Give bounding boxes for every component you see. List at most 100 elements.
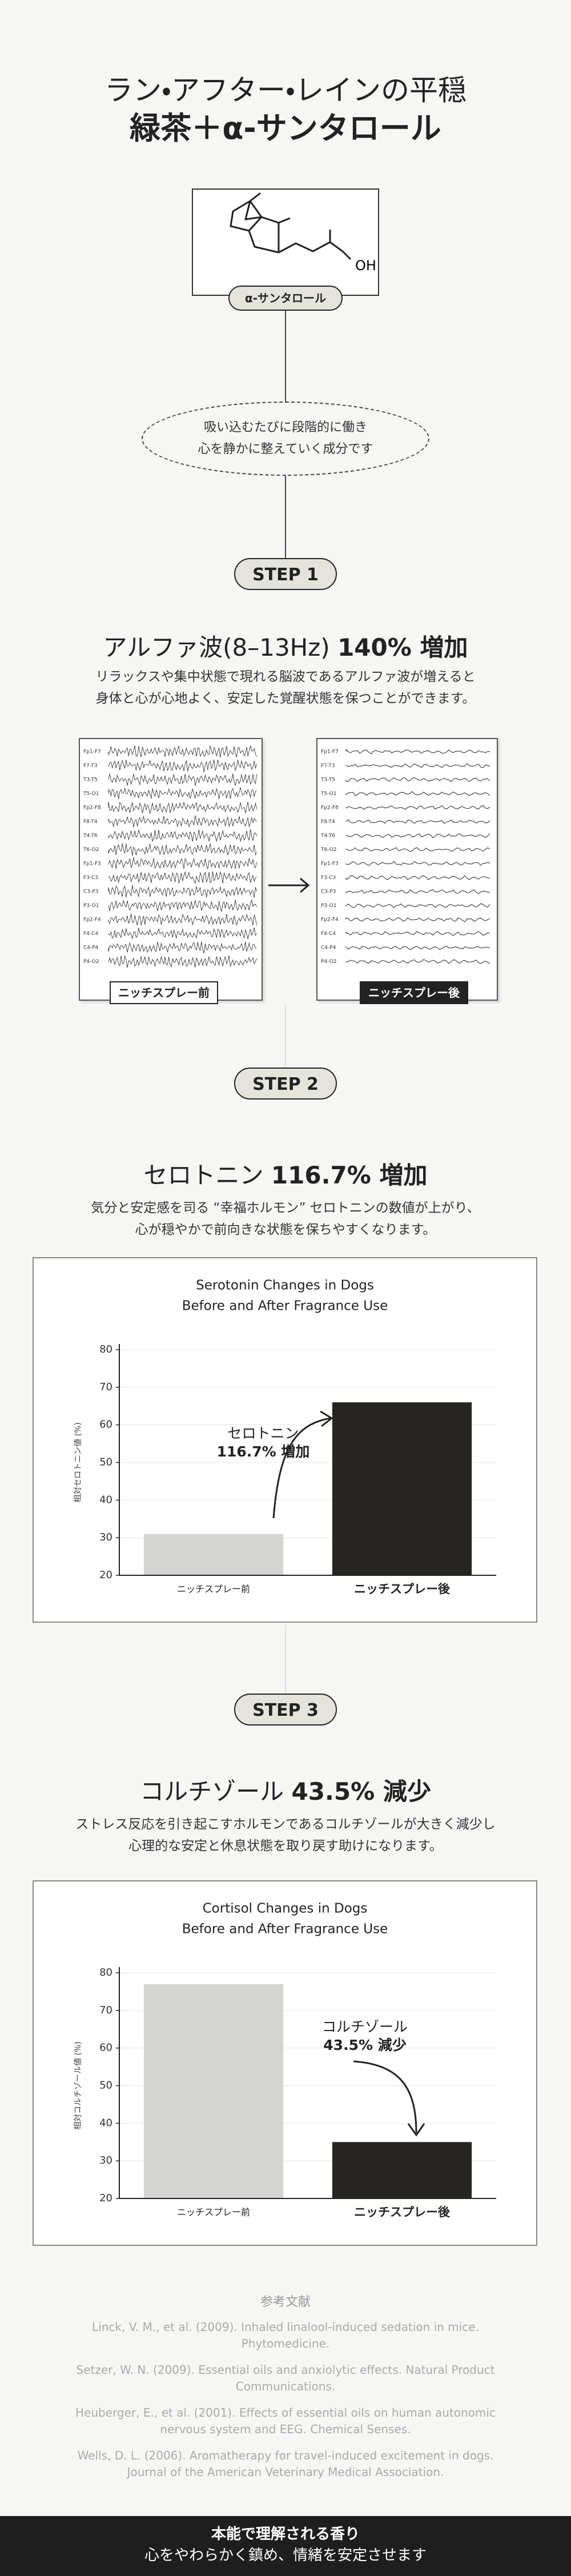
channel-label: Fp1-F3 <box>83 861 101 867</box>
desc-line: 気分と安定感を司る “幸福ホルモン” セロトニンの数値が上がり、 <box>91 1201 480 1215</box>
chain <box>278 230 352 260</box>
channel-label: T6-O2 <box>320 847 337 853</box>
y-tick-label: 60 <box>99 2042 112 2054</box>
channel-label: F4-C4 <box>321 931 336 937</box>
section-heading: コルチゾール 43.5% 減少 <box>0 1772 571 1807</box>
y-tick-label: 60 <box>99 1419 112 1431</box>
reference-line: Phytomedicine. <box>241 2337 330 2350</box>
note-ellipse <box>142 402 429 476</box>
section-desc: 気分と安定感を司る “幸福ホルモン” セロトニンの数値が上がり、 心が穏やかで前… <box>0 1197 571 1241</box>
hydroxyl: OH <box>355 258 376 274</box>
reference-line: Journal of the American Veterinary Medic… <box>127 2465 444 2479</box>
eeg-trace <box>108 815 257 828</box>
references-title: 参考文献 <box>260 2295 311 2309</box>
channel-label: Fp1-F3 <box>321 861 339 867</box>
eeg-trace <box>345 945 490 950</box>
reference: Linck, V. M., et al. (2009). Inhaled lin… <box>0 2319 571 2352</box>
eeg-trace <box>345 805 490 810</box>
channel-label: P4-O2 <box>321 959 336 965</box>
y-axis-label: 相対セロトニン値 (%) <box>74 1422 83 1503</box>
chart-title: Before and After Fragrance Use <box>182 1299 388 1314</box>
channel-label: F8-T4 <box>83 819 98 825</box>
step-pill: STEP 3 <box>234 1694 337 1726</box>
arrow-path <box>268 877 310 893</box>
heading-text: セロトニン <box>143 1161 264 1189</box>
channel-label: Fp2-F8 <box>83 805 101 811</box>
eeg-trace <box>345 763 490 768</box>
channel-label: P3-O1 <box>83 903 99 909</box>
channel-label: Fp2-F4 <box>83 917 101 923</box>
heading-highlight: 140% 増加 <box>337 633 468 661</box>
eeg-plot: Fp1-F7 F7-T3 T3-T5 T5-O1 Fp2-F8 F8-T4 T4-T6 T6-… <box>320 749 490 965</box>
desc-line: 心理的な安定と休息状態を取り戻す助けになります。 <box>128 1839 443 1853</box>
eeg-trace <box>108 900 257 912</box>
x-tick-label: ニッチスプレー後 <box>354 1582 451 1596</box>
eeg-trace <box>108 773 257 786</box>
channel-label: T5-O1 <box>83 791 99 797</box>
y-tick-label: 40 <box>99 2117 112 2129</box>
y-axis-label: 相対コルチゾール値 (%) <box>74 2041 83 2130</box>
molecule-note: 吸い込むたびに段階的に働き 心を静かに整えていく成分です <box>0 417 571 460</box>
eeg-trace <box>345 875 490 880</box>
bar <box>332 2142 472 2198</box>
eeg-trace <box>108 885 257 898</box>
channel-label: C4-P4 <box>321 945 336 951</box>
channel-label: C3-P3 <box>321 889 336 895</box>
eeg-trace <box>108 857 257 869</box>
tag-after: ニッチスプレー後 <box>360 981 468 1004</box>
eeg-trace <box>108 955 257 968</box>
bar <box>143 1534 284 1575</box>
eeg-trace <box>108 801 257 814</box>
x-tick-label: ニッチスプレー後 <box>354 2205 451 2219</box>
reference: Setzer, W. N. (2009). Essential oils and… <box>0 2362 571 2395</box>
note-line: 吸い込むたびに段階的に働き <box>203 420 367 435</box>
footer: 本能で理解される香り 心をやわらかく鎮め、情緒を安定させます <box>0 2516 571 2576</box>
bar <box>332 1402 472 1575</box>
eeg-trace <box>345 959 490 964</box>
y-tick-label: 80 <box>99 1967 112 1979</box>
channel-label: F7-T3 <box>83 763 98 769</box>
eeg-trace <box>345 819 490 824</box>
y-tick-label: 30 <box>99 1531 112 1543</box>
faint-connector <box>285 1005 286 1068</box>
faint-connector <box>285 1625 286 1694</box>
channel-label: T4-T6 <box>320 833 335 839</box>
step-pill: STEP 2 <box>234 1068 337 1100</box>
eeg-plot: Fp1-F7 F7-T3 T3-T5 T5-O1 Fp2-F8 F8-T4 T4-T6 T6-… <box>83 745 257 968</box>
heading-text: アルファ波(8–13Hz) <box>103 633 330 661</box>
chart-card: Serotonin Changes in Dogs Before and Afte… <box>33 1257 537 1623</box>
bar <box>143 1984 284 2198</box>
channel-label: F3-C3 <box>321 875 336 881</box>
x-tick-label: ニッチスプレー前 <box>177 2207 250 2218</box>
reference-line: Wells, D. L. (2006). Aromatherapy for tr… <box>77 2449 494 2462</box>
y-tick-label: 20 <box>99 1569 112 1581</box>
channel-label: T6-O2 <box>83 847 99 853</box>
reference-line: nervous system and EEG. Chemical Senses. <box>160 2422 411 2436</box>
reference: Heuberger, E., et al. (2001). Effects of… <box>0 2405 571 2438</box>
desc-line: 心が穏やかで前向きな状態を保ちやすくなります。 <box>135 1222 436 1237</box>
tag-before: ニッチスプレー前 <box>110 981 218 1004</box>
channel-label: Fp1-F7 <box>321 749 339 755</box>
eeg-trace <box>345 917 490 922</box>
eeg-trace <box>345 833 490 838</box>
y-tick-label: 40 <box>99 1494 112 1506</box>
eeg-trace <box>108 787 257 800</box>
section-heading: セロトニン 116.7% 増加 <box>0 1156 571 1191</box>
eeg-trace <box>108 871 257 884</box>
eeg-trace <box>345 931 490 936</box>
annotation: 43.5% 減少 <box>323 2037 406 2053</box>
eeg-trace <box>108 843 257 856</box>
channel-label: T5-O1 <box>320 791 337 797</box>
title-line2: 緑茶＋α-サンタロール <box>130 110 441 146</box>
channel-label: Fp1-F7 <box>83 749 101 755</box>
eeg-trace <box>345 861 490 866</box>
channel-label: Fp2-F4 <box>321 917 339 923</box>
eeg-trace <box>108 745 257 758</box>
y-tick-label: 70 <box>99 1381 112 1393</box>
reference-line: Setzer, W. N. (2009). Essential oils and… <box>76 2363 495 2377</box>
references: Linck, V. M., et al. (2009). Inhaled lin… <box>0 2319 571 2490</box>
connector <box>285 294 286 403</box>
chart: Serotonin Changes in Dogs Before and Afte… <box>74 1278 496 1596</box>
channel-label: T3-T5 <box>320 777 335 783</box>
